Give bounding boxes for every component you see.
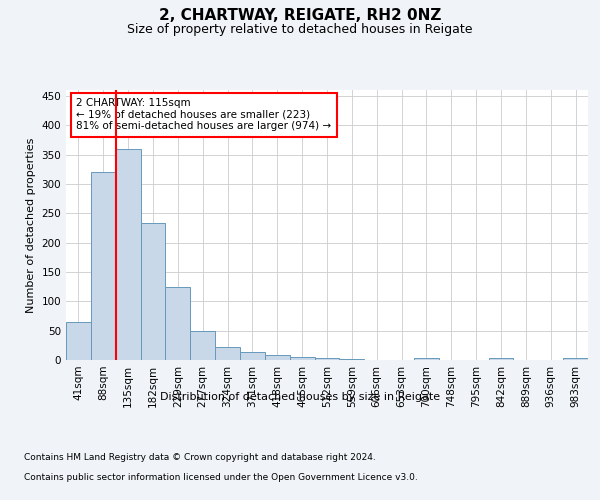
Bar [265,354,290,360]
Text: Size of property relative to detached houses in Reigate: Size of property relative to detached ho… [127,22,473,36]
Text: Contains public sector information licensed under the Open Government Licence v3: Contains public sector information licen… [24,472,418,482]
Text: Contains HM Land Registry data © Crown copyright and database right 2024.: Contains HM Land Registry data © Crown c… [24,452,376,462]
Bar [563,358,588,360]
Bar [116,148,140,360]
Bar [240,352,265,360]
Bar [314,358,340,360]
Bar [91,172,116,360]
Bar [488,358,514,360]
Bar [190,330,215,360]
Bar [290,357,314,360]
Text: Distribution of detached houses by size in Reigate: Distribution of detached houses by size … [160,392,440,402]
Text: 2, CHARTWAY, REIGATE, RH2 0NZ: 2, CHARTWAY, REIGATE, RH2 0NZ [159,8,441,22]
Text: 2 CHARTWAY: 115sqm
← 19% of detached houses are smaller (223)
81% of semi-detach: 2 CHARTWAY: 115sqm ← 19% of detached hou… [76,98,332,132]
Bar [66,322,91,360]
Bar [166,286,190,360]
Bar [414,358,439,360]
Bar [140,223,166,360]
Y-axis label: Number of detached properties: Number of detached properties [26,138,36,312]
Bar [215,347,240,360]
